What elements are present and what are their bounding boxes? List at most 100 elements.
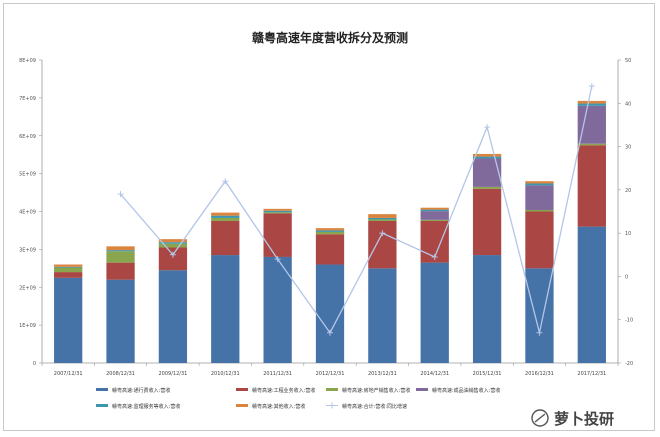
revenue-chart: 赣粤高速年度营收拆分及预测 0 1E+09 2E+09 3E+09 4E+09 5E+09…: [19, 30, 633, 428]
legend-swatch: [96, 404, 108, 407]
bar-segment-s6: [106, 246, 135, 251]
bar-segment-s5: [420, 209, 449, 212]
y-right-tick-label: -20: [625, 361, 633, 367]
bar-segment-s3: [315, 231, 345, 235]
legend-swatch: [326, 388, 338, 391]
growth-line-point: [431, 253, 438, 260]
bar-segment-s3: [472, 186, 502, 189]
bar-segment-s1: [577, 226, 606, 363]
bar-segment-s6: [577, 100, 606, 104]
bar-segment-s1: [54, 277, 83, 363]
bar-segment-s3: [525, 209, 554, 212]
legend-label: 赣粤高速:房地产销售收入:营收: [342, 387, 410, 394]
growth-line-path: [120, 85, 593, 334]
bar-segment-s2: [368, 220, 397, 269]
growth-line-point: [327, 329, 333, 336]
bar-segment-s2: [158, 247, 188, 271]
bar-segment-s3: [577, 143, 606, 146]
y-left-tick-label: 7E+09: [19, 96, 36, 102]
x-tick-label: 2014/12/31: [420, 371, 449, 377]
bar-segment-s5: [54, 266, 83, 268]
bar-segment-s1: [263, 256, 292, 363]
legend-label: 赣粤高速:通行费收入:营收: [112, 387, 170, 394]
y-left-tick-label: 2E+09: [19, 285, 36, 291]
growth-line: [117, 82, 595, 336]
x-tick-label: 2011/12/31: [263, 371, 292, 377]
bar-segment-s5: [472, 156, 502, 159]
growth-line-point: [222, 178, 229, 185]
bar-segment-s6: [158, 239, 188, 243]
bar-segment-s2: [472, 188, 502, 256]
growth-line-point: [536, 329, 543, 336]
watermark-logo-icon: [531, 409, 549, 427]
y-right-tick-label: 10: [625, 231, 631, 237]
legend-label: 赣粤高速:其他收入:营收: [252, 403, 305, 410]
bar-segment-s4: [577, 105, 606, 144]
bar-segment-s5: [158, 242, 188, 244]
bar-segment-s2: [263, 213, 292, 257]
bar-segment-s1: [420, 262, 449, 363]
legend-swatch: [236, 404, 248, 407]
y-right-tick-label: 40: [625, 101, 631, 107]
bar-segment-s2: [315, 234, 345, 265]
bar-segment-s5: [577, 103, 606, 106]
bar-segment-s6: [525, 181, 554, 184]
x-tick-label: 2016/12/31: [525, 371, 554, 377]
x-tick-label: 2007/12/31: [54, 371, 83, 377]
y-left-tick-label: 0: [33, 361, 36, 367]
growth-line-point: [274, 256, 281, 263]
bar-segment-s6: [54, 264, 83, 267]
growth-line-point: [588, 82, 595, 89]
y-left-tick-label: 5E+09: [19, 172, 36, 178]
bar-segment-s5: [211, 215, 240, 218]
bar-segment-s2: [106, 262, 135, 280]
bar-segment-s5: [106, 250, 135, 252]
x-tick-label: 2009/12/31: [158, 371, 187, 377]
legend-swatch: [96, 388, 108, 391]
bar-segment-s5: [368, 217, 397, 220]
growth-line-point: [484, 124, 491, 131]
y-right-tick-label: 30: [625, 145, 631, 151]
chart-frame: 赣粤高速年度营收拆分及预测 0 1E+09 2E+09 3E+09 4E+09 5E+09…: [3, 3, 655, 431]
bar-segment-s4: [420, 211, 449, 220]
growth-line-point: [117, 191, 124, 198]
bar-segment-s1: [368, 268, 397, 363]
x-tick-label: 2012/12/31: [316, 371, 345, 377]
bar-segment-s1: [472, 255, 502, 363]
bar-segment-s3: [263, 212, 292, 214]
bar-segment-s3: [54, 267, 83, 273]
legend-swatch: [236, 388, 248, 391]
y-right-tick-label: 20: [625, 188, 631, 194]
axes: 0 1E+09 2E+09 3E+09 4E+09 5E+09 6E+09 7E+09 8E+0…: [19, 58, 633, 377]
bar-segment-s4: [525, 185, 554, 210]
bar-stacks: [54, 100, 606, 363]
bar-segment-s1: [525, 268, 554, 363]
y-right-tick-label: -10: [625, 318, 633, 324]
bar-segment-s2: [577, 145, 606, 227]
growth-line-point: [169, 251, 176, 258]
bar-segment-s5: [525, 183, 554, 186]
watermark: 萝卜投研: [531, 409, 614, 428]
legend-marker: [329, 402, 335, 409]
legend-label: 赣粤高速:工程业务收入:营收: [252, 387, 315, 394]
bar-segment-s6: [211, 212, 240, 216]
y-right-tick-label: 0: [625, 274, 628, 280]
bar-segment-s6: [315, 228, 345, 231]
bar-segment-s1: [158, 270, 188, 363]
bar-segment-s3: [368, 219, 397, 221]
bar-segment-s1: [106, 279, 135, 363]
bar-segment-s5: [315, 230, 345, 232]
legend-swatch: [416, 388, 428, 391]
watermark-logo-slash: [534, 413, 546, 423]
y-left-tick-label: 8E+09: [19, 58, 36, 64]
x-tick-label: 2015/12/31: [473, 371, 502, 377]
x-tick-label: 2013/12/31: [368, 371, 397, 377]
legend: 赣粤高速:通行费收入:营收 赣粤高速:工程业务收入:营收 赣粤高速:房地产销售收入:…: [96, 387, 500, 410]
x-tick-label: 2010/12/31: [211, 371, 240, 377]
legend-label: 赣粤高速:成品油销售收入:营收: [432, 387, 500, 394]
bar-segment-s5: [263, 210, 292, 213]
bar-segment-s6: [263, 208, 292, 211]
bar-segment-s2: [211, 220, 240, 256]
bar-segment-s2: [54, 272, 83, 278]
bar-segment-s6: [472, 153, 502, 157]
